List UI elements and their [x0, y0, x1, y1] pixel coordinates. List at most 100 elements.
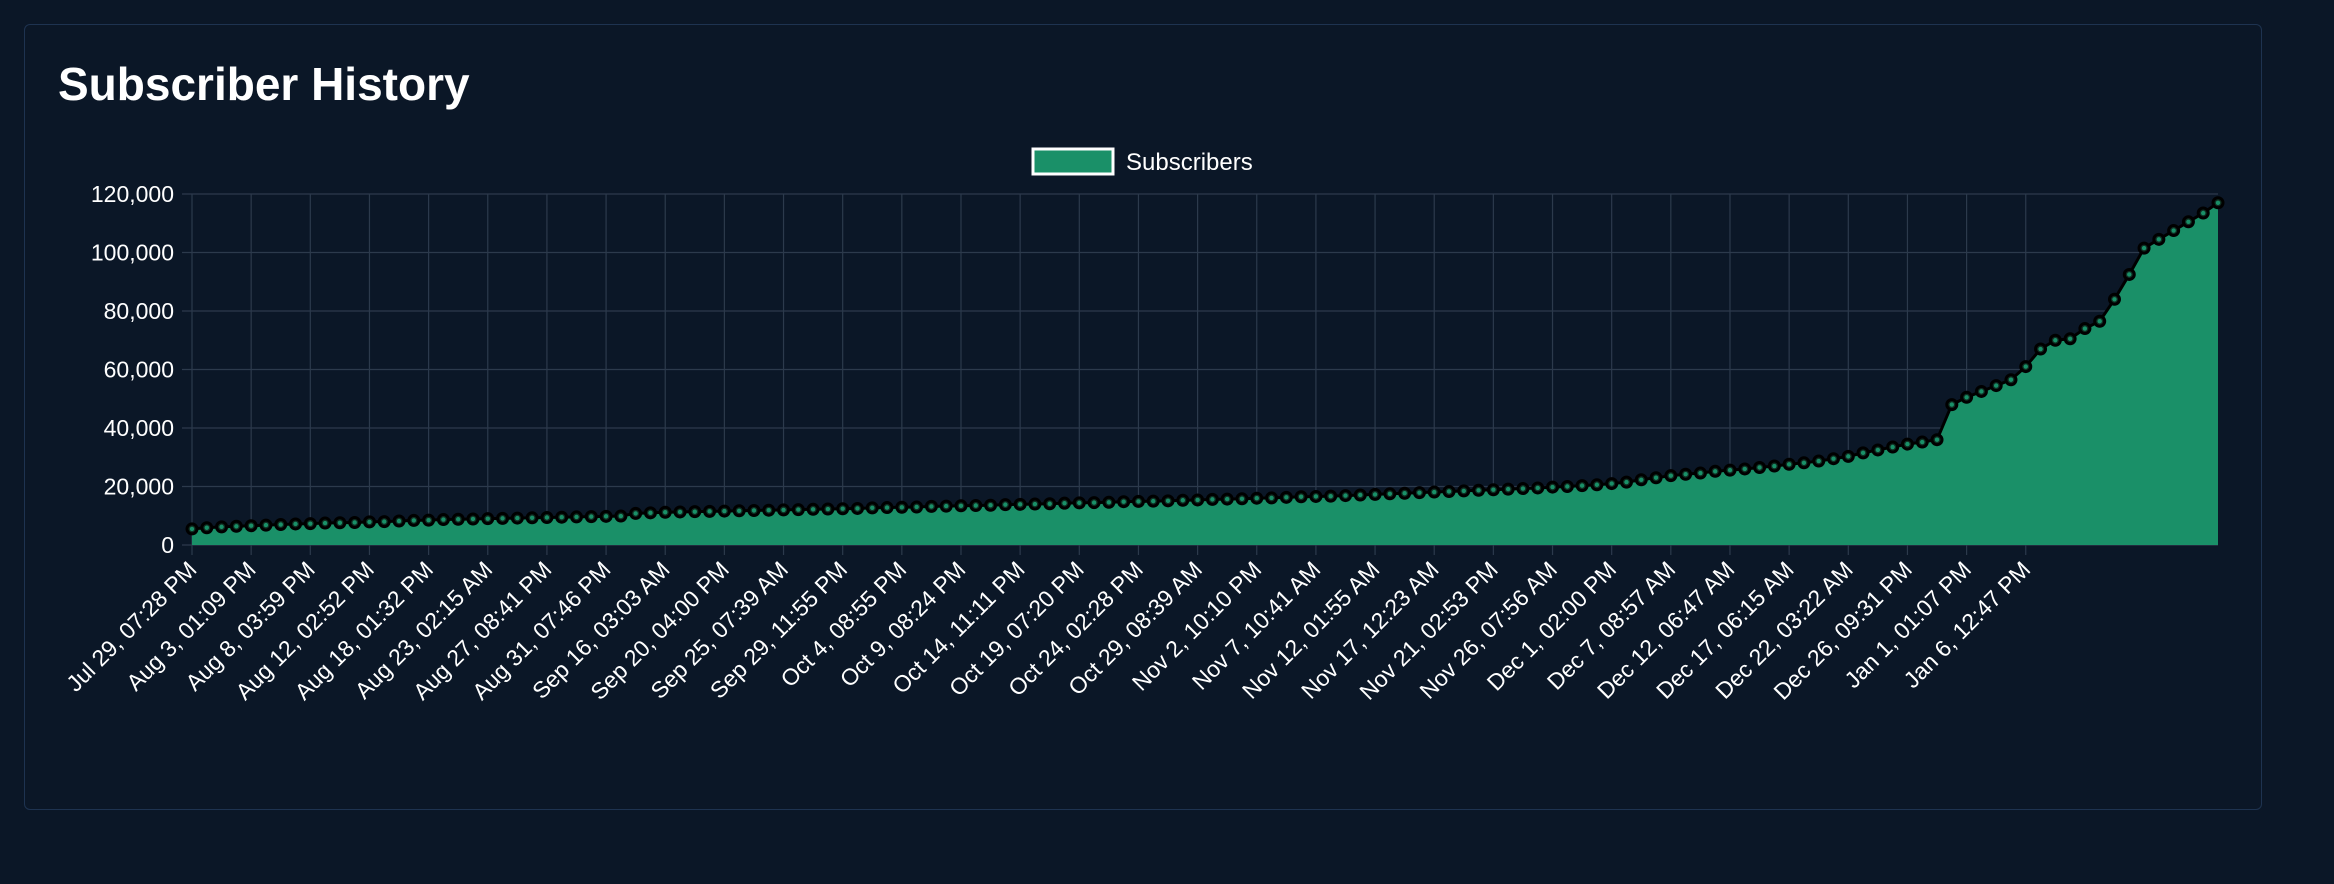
data-point-center [1224, 496, 1230, 502]
data-point-center [2156, 237, 2162, 242]
data-point-center [1535, 485, 1540, 491]
data-point-center [1180, 498, 1186, 503]
data-point-center [1505, 486, 1511, 492]
data-point-center [1520, 486, 1526, 491]
data-point-center [1653, 475, 1659, 480]
y-tick-label: 120,000 [91, 181, 174, 207]
data-point-center [751, 508, 757, 513]
data-point-center [1579, 483, 1585, 488]
data-point-center [796, 507, 801, 512]
data-point-center [189, 526, 195, 532]
data-point-center [529, 515, 535, 520]
data-point-center [677, 509, 683, 515]
data-point-center [1594, 482, 1600, 487]
data-point-center [1934, 437, 1940, 442]
data-point-center [1993, 383, 1999, 388]
data-point-center [663, 510, 668, 515]
y-tick-label: 100,000 [91, 240, 174, 266]
data-point-center [1831, 456, 1836, 461]
data-point-center [692, 509, 697, 514]
data-point-center [1565, 484, 1570, 489]
data-point-center [1713, 469, 1718, 474]
data-point-center [1062, 500, 1067, 506]
data-point-center [2186, 219, 2191, 224]
data-point-center [648, 510, 653, 516]
data-point-center [337, 520, 343, 525]
data-point-center [736, 508, 742, 513]
data-point-center [603, 514, 609, 519]
data-point-center [500, 516, 505, 521]
data-point-center [1668, 473, 1674, 478]
data-point-center [2141, 245, 2147, 251]
data-point-center [1210, 497, 1215, 502]
data-point-center [426, 517, 431, 523]
data-point-center [973, 503, 978, 508]
data-point-center [1979, 389, 1984, 394]
y-tick-label: 40,000 [104, 415, 174, 441]
data-point-center [929, 504, 934, 509]
data-point-center [1727, 467, 1733, 473]
data-point-center [367, 519, 372, 525]
data-point-center [1003, 502, 1008, 507]
data-point-center [2201, 210, 2206, 216]
data-point-center [1091, 500, 1097, 505]
data-point-center [914, 504, 919, 510]
data-point-center [781, 507, 786, 513]
data-point-center [1077, 500, 1082, 506]
data-point-center [322, 520, 328, 526]
data-point-center [1786, 462, 1792, 467]
data-point-center [1742, 466, 1747, 472]
data-point-center [1298, 494, 1304, 499]
data-point-center [1032, 501, 1038, 507]
data-point-center [1328, 493, 1333, 499]
data-point-center [840, 506, 845, 511]
data-point-center [1432, 489, 1437, 495]
data-point-center [1920, 439, 1925, 445]
data-point-center [1239, 496, 1245, 501]
data-point-center [1639, 477, 1644, 482]
data-point-center [825, 506, 831, 512]
data-point-center [855, 506, 860, 511]
data-point-center [234, 524, 239, 529]
data-point-center [1875, 447, 1881, 453]
data-point-center [1476, 488, 1481, 493]
data-point-center [2067, 336, 2073, 341]
data-point-center [1017, 502, 1023, 507]
data-point-center [1284, 495, 1289, 500]
data-point-center [1624, 479, 1629, 485]
data-point-center [574, 514, 579, 520]
data-point-center [1151, 498, 1156, 504]
data-point-center [219, 524, 224, 530]
data-point-center [1890, 444, 1895, 450]
data-point-center [1387, 491, 1393, 497]
data-point-center [884, 505, 890, 510]
data-point-center [1313, 494, 1319, 499]
data-point-center [1683, 472, 1688, 477]
data-point-center [2127, 272, 2132, 277]
data-point-center [1446, 489, 1452, 494]
data-point-center [2112, 297, 2117, 302]
data-point-center [1772, 463, 1777, 469]
legend-swatch-subscribers [1031, 147, 1115, 176]
series-points [185, 196, 2225, 536]
data-point-center [455, 517, 461, 522]
data-point-center [308, 521, 313, 526]
data-point-center [396, 518, 402, 524]
data-point-center [204, 525, 209, 530]
data-point-center [1269, 495, 1274, 501]
data-point-center [559, 515, 564, 520]
data-point-center [1121, 499, 1126, 504]
data-point-center [1698, 470, 1703, 476]
legend-label-subscribers: Subscribers [1126, 149, 1253, 176]
data-point-center [1047, 501, 1052, 506]
y-tick-label: 20,000 [104, 474, 174, 500]
data-point-center [1106, 500, 1112, 505]
data-point-center [870, 505, 875, 511]
data-point-center [766, 507, 771, 513]
data-point-center [707, 509, 712, 514]
data-point-center [1417, 490, 1422, 495]
data-point-center [1343, 493, 1348, 498]
data-point-center [2053, 338, 2058, 343]
data-point-center [1757, 465, 1762, 470]
card-title: Subscriber History [58, 58, 470, 110]
